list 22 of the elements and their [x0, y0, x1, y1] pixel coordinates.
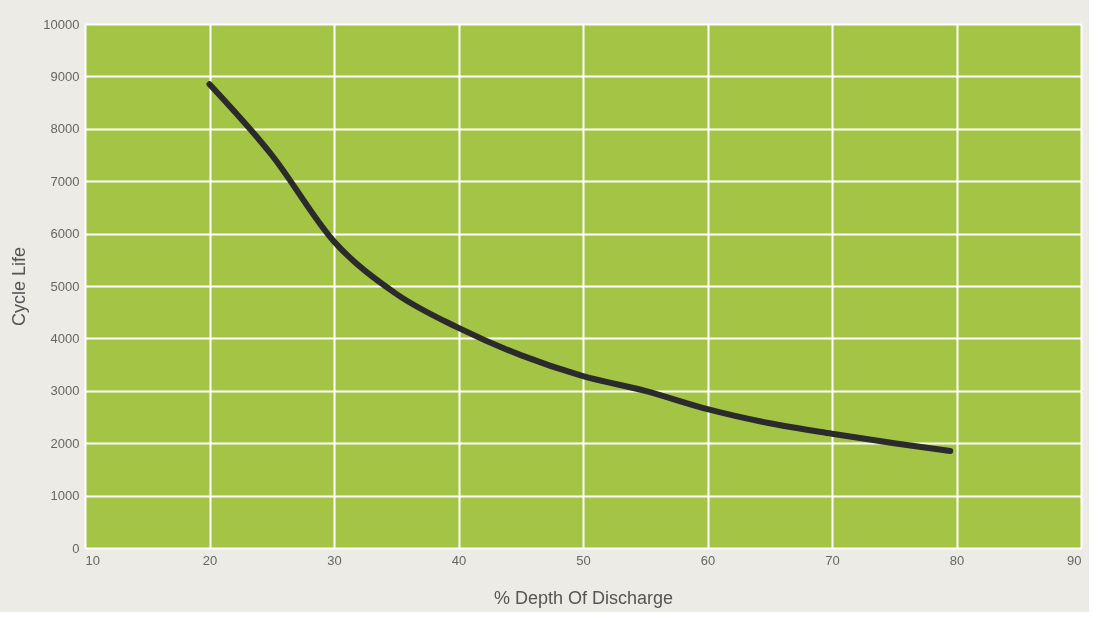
- y-tick-label: 10000: [43, 16, 80, 32]
- x-tick-label: 70: [825, 552, 840, 568]
- y-tick-label: 2000: [50, 435, 80, 451]
- x-tick-label: 50: [576, 552, 591, 568]
- y-tick-label: 1000: [50, 488, 80, 504]
- y-axis-title: Cycle Life: [9, 246, 30, 327]
- x-tick-label: 20: [202, 552, 218, 568]
- y-tick-label: 5000: [50, 278, 80, 294]
- y-tick-label: 6000: [50, 226, 80, 242]
- x-tick-label: 60: [700, 552, 716, 568]
- x-tick-label: 90: [1067, 552, 1082, 568]
- y-tick-label: 8000: [50, 121, 80, 137]
- y-tick-label: 3000: [50, 383, 80, 399]
- y-tick-label: 9000: [50, 68, 80, 84]
- y-tick-label: 7000: [50, 173, 80, 189]
- x-tick-label: 30: [327, 552, 342, 568]
- x-axis-title: % Depth Of Discharge: [493, 587, 674, 608]
- y-tick-label: 4000: [50, 330, 80, 346]
- x-tick-label: 80: [949, 552, 965, 568]
- x-tick-label: 10: [85, 552, 100, 568]
- y-tick-label: 0: [72, 540, 80, 556]
- x-tick-label: 40: [451, 552, 467, 568]
